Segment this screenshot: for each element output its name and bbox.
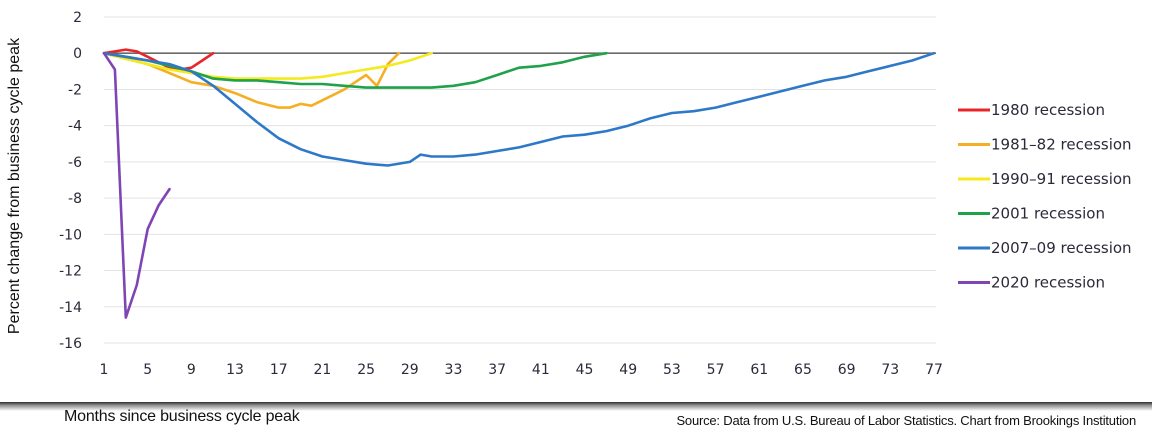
x-axis-label: Months since business cycle peak	[64, 408, 300, 425]
y-tick-label: -8	[68, 191, 82, 207]
x-tick-label: 41	[532, 362, 550, 378]
y-tick-label: -2	[68, 82, 82, 98]
series-line	[102, 51, 401, 109]
grid-lines	[104, 16, 936, 344]
series-line	[102, 51, 433, 80]
x-tick-label: 49	[619, 362, 637, 378]
y-tick-label: -10	[59, 227, 82, 243]
footer-band	[0, 402, 1152, 434]
x-tick-label: 1	[100, 362, 109, 378]
x-tick-label: 69	[838, 362, 856, 378]
x-tick-label: 37	[488, 362, 506, 378]
x-tick-label: 17	[270, 362, 288, 378]
legend-label: 1980 recession	[991, 101, 1105, 119]
legend-label: 2001 recession	[991, 205, 1105, 223]
source-note: Source: Data from U.S. Bureau of Labor S…	[676, 413, 1136, 428]
y-tick-label: -14	[59, 300, 82, 316]
x-tick-label: 9	[187, 362, 196, 378]
legend-label: 2007–09 recession	[991, 239, 1132, 257]
x-tick-label: 61	[750, 362, 768, 378]
series-line	[102, 51, 936, 167]
y-tick-label: 2	[73, 10, 82, 26]
x-tick-label: 25	[357, 362, 375, 378]
x-tick-label: 33	[445, 362, 463, 378]
series-lines	[102, 48, 936, 319]
x-tick-label: 21	[314, 362, 332, 378]
x-tick-label: 65	[794, 362, 812, 378]
line-chart: 2 0 -2 -4 -6 -8 -10 -12 -14 -16 1 5 9 13 17 21 25 29 33 37…	[6, 10, 1132, 378]
x-tick-label: 13	[226, 362, 244, 378]
y-tick-label: 0	[73, 46, 82, 62]
x-tick-label: 5	[143, 362, 152, 378]
x-tick-label: 29	[401, 362, 419, 378]
y-tick-label: -16	[59, 336, 82, 352]
x-tick-label: 77	[925, 362, 943, 378]
x-tick-label: 53	[663, 362, 681, 378]
legend-label: 1990–91 recession	[991, 170, 1132, 188]
y-tick-label: -4	[68, 119, 82, 135]
x-tick-label: 57	[707, 362, 725, 378]
x-tick-label: 45	[576, 362, 594, 378]
series-line	[102, 51, 171, 319]
y-tick-label: -12	[59, 264, 82, 280]
y-axis-label: Percent change from business cycle peak	[6, 37, 23, 334]
legend: 1980 recession 1981–82 recession 1990–91 r…	[958, 101, 1132, 292]
legend-label: 1981–82 recession	[991, 136, 1132, 154]
legend-label: 2020 recession	[991, 274, 1105, 292]
x-tick-labels: 1 5 9 13 17 21 25 29 33 37 41 45 49 53 57 61 65 69 73 77	[100, 362, 943, 378]
x-tick-label: 73	[881, 362, 899, 378]
y-tick-labels: 2 0 -2 -4 -6 -8 -10 -12 -14 -16	[59, 10, 82, 352]
y-tick-label: -6	[68, 155, 82, 171]
